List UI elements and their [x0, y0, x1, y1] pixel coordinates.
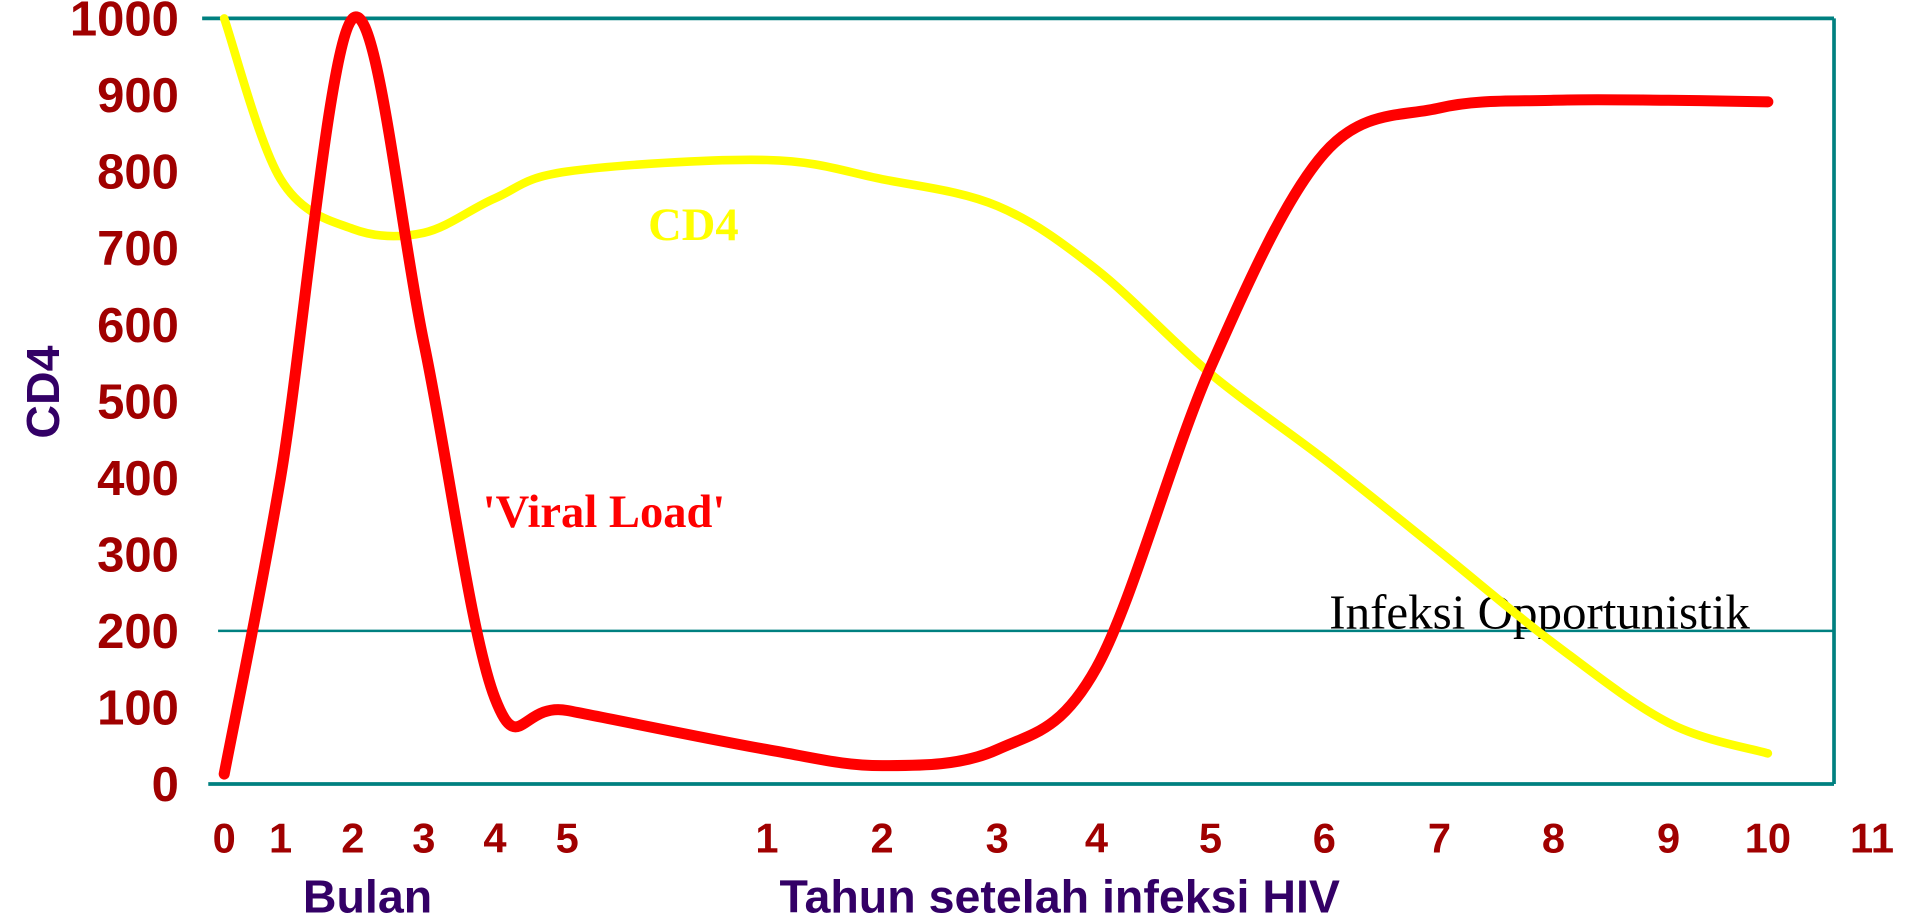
- y-tick-label: 0: [152, 758, 179, 812]
- x-tick-label: 3: [412, 815, 435, 862]
- series-label: 'Viral Load': [483, 487, 726, 538]
- x-tick-label: 5: [556, 815, 579, 862]
- series-line: [218, 11, 1774, 780]
- series-line: [219, 14, 1773, 758]
- y-axis-label: CD4: [17, 345, 69, 438]
- y-tick-label: 1000: [70, 0, 179, 47]
- x-tick-label: 9: [1657, 815, 1680, 862]
- y-tick-label: 900: [97, 69, 179, 123]
- x-tick-label: 11: [1850, 815, 1894, 862]
- y-tick-label: 600: [97, 299, 179, 353]
- x-tick-label: 6: [1313, 815, 1336, 862]
- y-tick-label: 400: [97, 452, 179, 506]
- y-tick-label: 200: [97, 605, 179, 659]
- x-tick-label: 10: [1745, 815, 1791, 862]
- y-tick-label: 700: [97, 222, 179, 276]
- y-tick-label: 800: [97, 146, 179, 200]
- x-axis-label: Tahun setelah infeksi HIV: [780, 871, 1340, 920]
- x-tick-label: 1: [755, 815, 778, 862]
- x-tick-label: 8: [1542, 815, 1565, 862]
- x-tick-label: 2: [341, 815, 364, 862]
- x-tick-label: 4: [1085, 815, 1108, 862]
- x-tick-label: 7: [1428, 815, 1451, 862]
- x-axis-label: Bulan: [303, 871, 432, 920]
- y-tick-label: 500: [97, 375, 179, 429]
- x-tick-label: 2: [871, 815, 894, 862]
- series-label: CD4: [648, 200, 739, 251]
- x-tick-label: 5: [1199, 815, 1222, 862]
- x-tick-label: 1: [269, 815, 292, 862]
- y-tick-label: 300: [97, 528, 179, 582]
- x-tick-label: 0: [213, 815, 236, 862]
- x-tick-label: 3: [986, 815, 1009, 862]
- x-tick-label: 4: [483, 815, 506, 862]
- y-tick-label: 100: [97, 682, 179, 736]
